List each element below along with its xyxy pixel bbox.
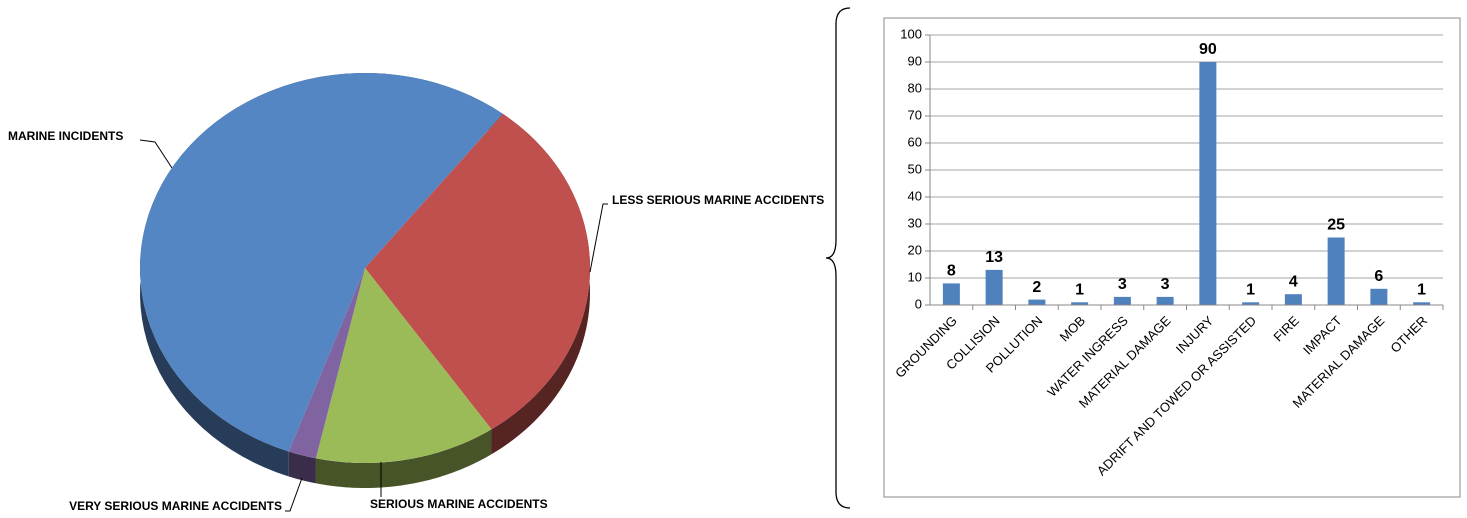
bar (1327, 237, 1345, 305)
data-label: 1 (1246, 282, 1255, 299)
y-tick-label: 20 (908, 242, 922, 257)
slice (288, 268, 365, 459)
slice-label: SERIOUS MARINE ACCIDENTS (370, 497, 548, 511)
y-tick-label: 30 (908, 215, 922, 230)
y-tick-label: 80 (908, 80, 922, 95)
data-label: 1 (1075, 282, 1084, 299)
y-tick-label: 60 (908, 134, 922, 149)
y-tick-label: 10 (908, 269, 922, 284)
slice (139, 72, 503, 452)
bar (1242, 302, 1260, 305)
bar (1071, 302, 1089, 305)
slice-label: VERY SERIOUS MARINE ACCIDENTS (69, 499, 282, 513)
bar (985, 269, 1003, 305)
data-label: 6 (1374, 268, 1383, 285)
bar (1284, 294, 1302, 305)
y-tick-label: 100 (900, 26, 922, 41)
y-tick-label: 0 (915, 296, 922, 311)
bar (1156, 296, 1174, 305)
data-label: 4 (1289, 273, 1298, 290)
y-tick-label: 50 (908, 161, 922, 176)
data-label: 3 (1161, 276, 1170, 293)
slice-side (315, 429, 492, 488)
slice (365, 113, 590, 430)
slice-label: LESS SERIOUS MARINE ACCIDENTS (612, 193, 824, 207)
leader-line (139, 139, 173, 169)
data-label: 90 (1199, 41, 1217, 58)
data-label: 3 (1118, 276, 1127, 293)
y-tick-label: 40 (908, 188, 922, 203)
leader-line (589, 203, 608, 273)
leader-line (285, 477, 303, 512)
bar (1028, 299, 1046, 305)
bar (1199, 62, 1217, 305)
bar (1113, 296, 1131, 305)
bar (1370, 288, 1388, 305)
y-tick-label: 90 (908, 53, 922, 68)
data-label: 13 (985, 249, 1003, 266)
data-label: 2 (1032, 279, 1041, 296)
slice-label: MARINE INCIDENTS (8, 129, 123, 143)
brace (825, 7, 851, 509)
slice (315, 268, 492, 463)
bar (1413, 302, 1431, 305)
y-tick-label: 70 (908, 107, 922, 122)
slice-side (288, 451, 316, 484)
data-label: 8 (947, 263, 956, 280)
data-label: 1 (1417, 282, 1426, 299)
bar-chart-frame (883, 17, 1461, 498)
bar (942, 283, 960, 305)
data-label: 25 (1327, 217, 1345, 234)
